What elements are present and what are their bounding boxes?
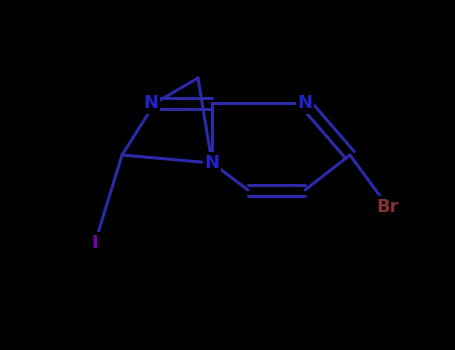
Text: N: N xyxy=(143,94,158,112)
Text: Br: Br xyxy=(377,198,399,216)
Text: N: N xyxy=(298,94,313,112)
Text: I: I xyxy=(92,234,98,252)
Text: N: N xyxy=(204,154,219,172)
